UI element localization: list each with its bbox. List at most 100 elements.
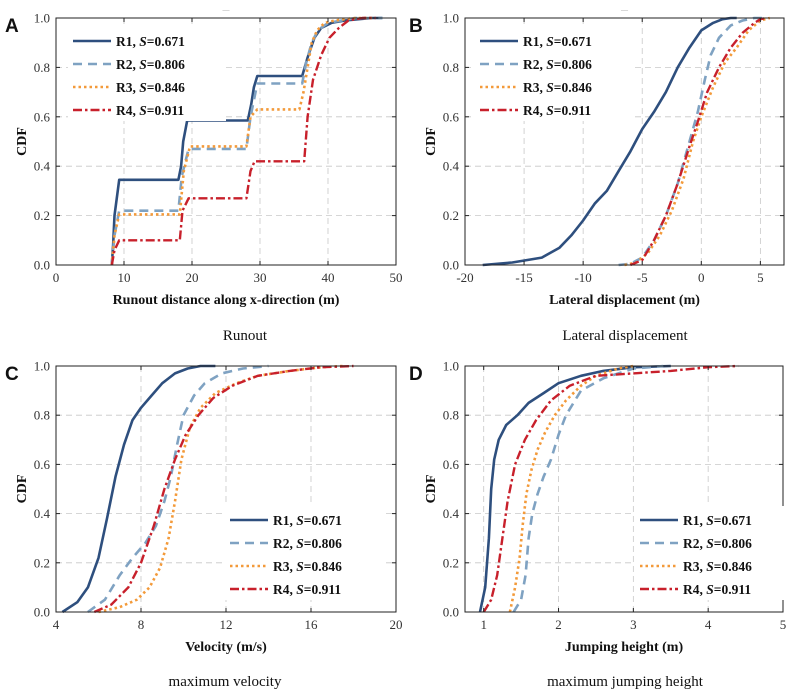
- chart-d-xtick-label-4: 5: [780, 617, 787, 632]
- chart-a-series-r3: [110, 16, 376, 266]
- chart-d-panel-letter: D: [409, 364, 423, 385]
- chart-d-axes-box: [464, 365, 784, 613]
- caption-runout: Runout: [222, 328, 268, 344]
- chart-d-ytick-label-1: 0.2: [443, 555, 459, 570]
- chart-d-legend-label-r1: R1, S=0.671: [683, 513, 752, 528]
- chart-a-ylabel: CDF: [15, 127, 30, 156]
- chart-c-ytick-label-3: 0.6: [34, 457, 51, 472]
- chart-b-xtick-label-2: -10: [574, 270, 591, 285]
- chart-c-ytick-label-1: 0.2: [34, 555, 50, 570]
- chart-d-series-r2: [512, 364, 664, 613]
- chart-c-xtick-label-0: 4: [53, 617, 60, 632]
- chart-a-axes-box: [55, 17, 397, 266]
- chart-a-series-r4: [110, 16, 376, 266]
- chart-a-series-r2: [110, 16, 383, 266]
- chart-c-xtick-label-2: 12: [220, 617, 233, 632]
- chart-b-ytick-label-3: 0.6: [443, 109, 460, 124]
- chart-a-ytick-label-2: 0.4: [34, 159, 51, 174]
- chart-c-legend-label-r1: R1, S=0.671: [273, 513, 342, 528]
- chart-b-ylabel: CDF: [424, 127, 439, 156]
- chart-c-panel-letter: C: [5, 364, 19, 385]
- chart-d-legend-box: [635, 506, 793, 600]
- chart-a-xtick-label-5: 50: [390, 270, 403, 285]
- chart-d-ytick-label-4: 0.8: [443, 408, 459, 423]
- chart-a-legend-box: [68, 27, 226, 121]
- chart-d-ytick-label-5: 1.0: [443, 359, 459, 374]
- chart-b-series-r2: [618, 16, 767, 267]
- chart-b-legend-label-r1: R1, S=0.671: [523, 34, 592, 49]
- chart-d-xtick-label-2: 3: [630, 617, 637, 632]
- chart-b-series-r4: [629, 16, 767, 267]
- chart-a-ytick-label-3: 0.6: [34, 109, 51, 124]
- chart-c-ytick-label-5: 1.0: [34, 359, 50, 374]
- chart-b-xtick-label-5: 5: [757, 270, 764, 285]
- chart-b-legend-label-r2: R2, S=0.806: [523, 57, 592, 72]
- chart-b-legend-box: [475, 27, 633, 121]
- chart-c-series-r2: [87, 364, 269, 614]
- chart-c-ytick-label-4: 0.8: [34, 408, 50, 423]
- chart-b-series-r1: [482, 16, 737, 267]
- chart-d-ytick-label-2: 0.4: [443, 506, 460, 521]
- chart-c-ylabel: CDF: [15, 475, 30, 504]
- chart-d-xtick-label-3: 4: [705, 617, 712, 632]
- chart-a-xlabel: Runout distance along x-direction (m): [113, 293, 340, 308]
- caption-maximum-velocity: maximum velocity: [168, 674, 282, 690]
- chart-b-ytick-label-2: 0.4: [443, 159, 460, 174]
- chart-b-ytick-label-1: 0.2: [443, 208, 459, 223]
- chart-d-xlabel: Jumping height (m): [565, 640, 684, 655]
- chart-b-title-mark: ––: [620, 6, 629, 14]
- chart-d-ytick-label-0: 0.0: [443, 605, 459, 620]
- chart-a-panel-letter: A: [5, 16, 19, 37]
- chart-d-xtick-label-0: 1: [480, 617, 487, 632]
- chart-c-legend-label-r4: R4, S=0.911: [273, 582, 341, 597]
- chart-c-legend-box: [225, 506, 383, 600]
- chart-a-xtick-label-4: 40: [322, 270, 335, 285]
- chart-a-xtick-label-3: 30: [254, 270, 267, 285]
- chart-d-ytick-label-3: 0.6: [443, 457, 460, 472]
- chart-b-legend-label-r3: R3, S=0.846: [523, 80, 592, 95]
- chart-c-ytick-label-0: 0.0: [34, 605, 50, 620]
- chart-c-xtick-label-1: 8: [138, 617, 145, 632]
- chart-d-legend-label-r3: R3, S=0.846: [683, 559, 752, 574]
- chart-c-series-r4: [93, 364, 354, 614]
- chart-b-xtick-label-1: -15: [515, 270, 532, 285]
- chart-c-legend-label-r2: R2, S=0.806: [273, 536, 342, 551]
- chart-b-ytick-label-5: 1.0: [443, 11, 459, 26]
- chart-a-xtick-label-0: 0: [53, 270, 60, 285]
- chart-b-xtick-label-3: -5: [637, 270, 648, 285]
- chart-a-ytick-label-4: 0.8: [34, 60, 50, 75]
- caption-maximum-jumping-height: maximum jumping height: [547, 674, 703, 690]
- chart-d-legend-label-r2: R2, S=0.806: [683, 536, 752, 551]
- chart-b-series-r3: [624, 16, 771, 267]
- chart-b-xtick-label-4: 0: [698, 270, 705, 285]
- caption-lateral-displacement: Lateral displacement: [562, 328, 688, 344]
- chart-b-ytick-label-0: 0.0: [443, 258, 459, 273]
- chart-b-legend-label-r4: R4, S=0.911: [523, 103, 591, 118]
- chart-a-legend-label-r4: R4, S=0.911: [116, 103, 184, 118]
- chart-d-xtick-label-1: 2: [555, 617, 562, 632]
- chart-a-ytick-label-1: 0.2: [34, 208, 50, 223]
- chart-b-xlabel: Lateral displacement (m): [549, 293, 700, 308]
- chart-d-series-r1: [478, 364, 671, 613]
- chart-c-xtick-label-3: 16: [305, 617, 319, 632]
- chart-c-ytick-label-2: 0.4: [34, 506, 51, 521]
- chart-a-ytick-label-0: 0.0: [34, 258, 50, 273]
- chart-a-title-mark: ––: [222, 6, 231, 14]
- chart-d-legend-label-r4: R4, S=0.911: [683, 582, 751, 597]
- chart-c-xtick-label-4: 20: [390, 617, 403, 632]
- chart-b-xtick-label-0: -20: [456, 270, 473, 285]
- chart-a-legend-label-r1: R1, S=0.671: [116, 34, 185, 49]
- chart-c-xlabel: Velocity (m/s): [185, 640, 267, 655]
- chart-a-xtick-label-1: 10: [118, 270, 131, 285]
- chart-b-axes-box: [464, 17, 785, 266]
- chart-c-legend-label-r3: R3, S=0.846: [273, 559, 342, 574]
- chart-d-ylabel: CDF: [424, 475, 439, 504]
- chart-a-ytick-label-5: 1.0: [34, 11, 50, 26]
- chart-a-legend-label-r3: R3, S=0.846: [116, 80, 185, 95]
- chart-a-legend-label-r2: R2, S=0.806: [116, 57, 185, 72]
- chart-a-xtick-label-2: 20: [186, 270, 199, 285]
- chart-d-series-r4: [482, 364, 739, 613]
- chart-c-series-r1: [61, 364, 216, 614]
- chart-b-panel-letter: B: [409, 16, 423, 37]
